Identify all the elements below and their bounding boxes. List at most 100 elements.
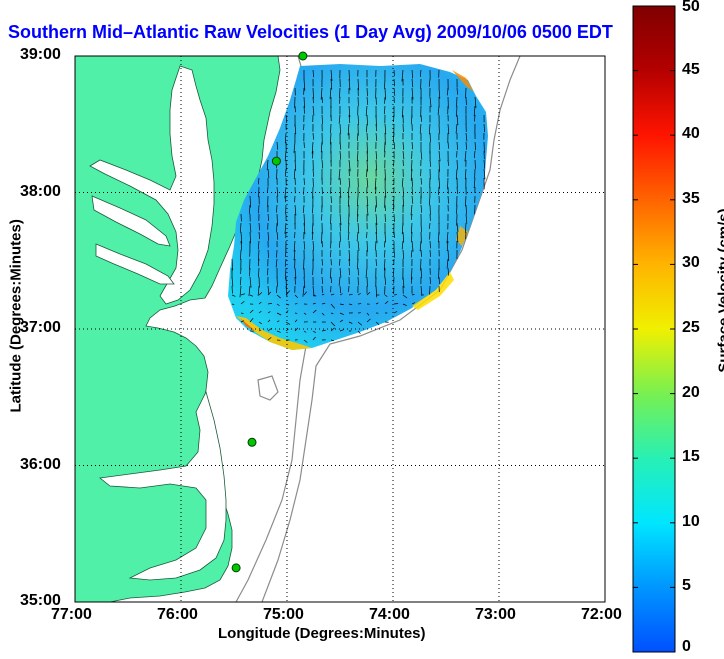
- velocity-vector: [339, 329, 344, 332]
- velocity-vector: [258, 310, 262, 314]
- colorbar-label: Surface Velocity (cm/s): [715, 208, 724, 373]
- y-tick-label: 38:00: [20, 182, 61, 200]
- velocity-vector: [231, 303, 235, 305]
- velocity-vector: [312, 330, 316, 333]
- velocity-vector: [411, 87, 414, 100]
- velocity-vector: [276, 213, 278, 226]
- velocity-vector: [267, 186, 269, 193]
- grid-lines: [75, 56, 605, 602]
- x-tick-label: 76:00: [157, 606, 198, 623]
- velocity-vector: [473, 177, 476, 189]
- velocity-vector: [330, 276, 332, 284]
- velocity-vector: [249, 309, 254, 314]
- velocity-vector: [330, 321, 336, 327]
- velocity-vector: [339, 123, 341, 134]
- velocity-vector: [419, 69, 422, 77]
- velocity-vector: [303, 78, 306, 91]
- velocity-vector: [338, 114, 341, 124]
- velocity-vector: [330, 303, 336, 309]
- x-tick-label: 74:00: [369, 606, 410, 623]
- velocity-vector: [348, 303, 353, 306]
- velocity-vector: [357, 258, 359, 269]
- velocity-vector: [410, 168, 413, 181]
- velocity-vector: [383, 105, 386, 115]
- velocity-vector: [437, 105, 440, 115]
- velocity-vector: [267, 291, 272, 296]
- radar-sites: [231, 51, 308, 573]
- colorbar-tick-label: 5: [682, 577, 691, 595]
- velocity-vector: [284, 258, 287, 267]
- velocity-vector: [357, 330, 361, 334]
- velocity-vector: [465, 141, 467, 150]
- velocity-vector: [312, 285, 315, 297]
- velocity-vector: [357, 267, 359, 276]
- velocity-vector: [240, 231, 243, 244]
- velocity-vector: [321, 231, 323, 244]
- velocity-vector: [240, 249, 242, 260]
- velocity-vector: [276, 186, 279, 197]
- velocity-vector: [285, 321, 291, 325]
- velocity-vector: [411, 186, 413, 195]
- velocity-vector: [267, 337, 272, 341]
- velocity-vector: [455, 123, 458, 134]
- velocity-vector: [258, 301, 262, 305]
- velocity-vector: [356, 132, 359, 141]
- velocity-vector: [447, 141, 449, 149]
- velocity-vector: [348, 177, 351, 188]
- velocity-vector: [347, 123, 350, 136]
- velocity-vector: [456, 114, 459, 126]
- velocity-vector: [348, 159, 351, 172]
- velocity-rim: [236, 316, 312, 350]
- velocity-vector: [348, 114, 351, 124]
- velocity-vector: [393, 168, 395, 175]
- velocity-vector: [402, 150, 405, 160]
- velocity-vector: [438, 141, 441, 150]
- velocity-vector: [447, 177, 449, 190]
- velocity-vector: [429, 276, 432, 284]
- velocity-vector: [375, 123, 377, 132]
- velocity-vector: [303, 330, 307, 333]
- velocity-vector: [294, 105, 296, 113]
- colorbar-tick-label: 45: [682, 60, 700, 78]
- velocity-vector: [483, 168, 486, 180]
- velocity-vector: [356, 213, 359, 222]
- velocity-vector: [455, 168, 458, 180]
- velocity-vector: [474, 114, 476, 122]
- velocity-vector: [402, 231, 405, 243]
- velocity-vector: [231, 258, 234, 271]
- velocity-vector: [411, 267, 413, 280]
- velocity-vector: [402, 303, 407, 306]
- velocity-vector: [456, 231, 459, 243]
- velocity-vector: [365, 267, 368, 278]
- velocity-vector: [267, 311, 271, 314]
- radar-site-marker: [298, 51, 308, 61]
- velocity-vector: [285, 310, 289, 314]
- velocity-vector: [375, 302, 379, 305]
- velocity-vector: [347, 222, 350, 233]
- velocity-vector: [366, 177, 369, 188]
- y-tick-label: 37:00: [20, 319, 61, 336]
- velocity-vector: [249, 276, 252, 288]
- velocity-vector: [384, 249, 386, 258]
- velocity-vector: [276, 320, 280, 323]
- velocity-vector: [339, 312, 344, 316]
- velocity-vector: [384, 123, 387, 135]
- velocity-vector: [321, 159, 324, 169]
- velocity-vector: [330, 293, 335, 296]
- velocity-vector: [465, 213, 468, 224]
- velocity-vector: [366, 96, 369, 105]
- velocity-vector: [375, 231, 378, 244]
- velocity-vector: [348, 285, 350, 292]
- velocity-vector: [437, 231, 440, 243]
- velocity-vector: [393, 213, 395, 222]
- velocity-vector: [357, 114, 360, 125]
- velocity-vector: [321, 329, 326, 332]
- velocity-vector: [330, 69, 333, 81]
- velocity-vector: [312, 132, 314, 140]
- velocity-vector: [420, 114, 422, 122]
- velocity-vector: [410, 114, 413, 125]
- velocity-vector: [284, 132, 287, 144]
- velocity-vector: [483, 123, 486, 133]
- velocity-vector: [375, 321, 380, 325]
- velocity-vector: [257, 240, 260, 250]
